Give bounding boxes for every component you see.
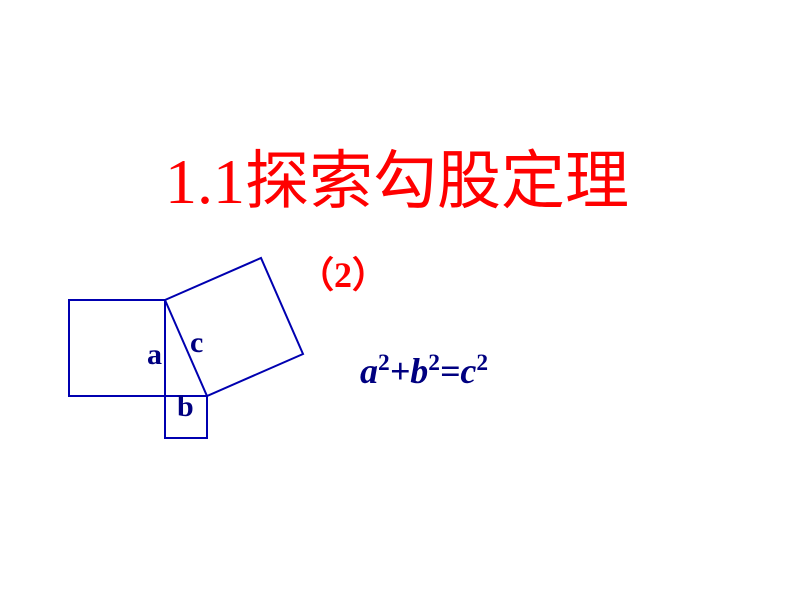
pythagorean-diagram: a b c	[35, 278, 315, 498]
pythagorean-formula: a2+b2=c2	[360, 350, 488, 392]
label-b: b	[177, 390, 194, 424]
label-a: a	[147, 338, 162, 372]
label-c: c	[190, 326, 203, 360]
square-c	[165, 258, 303, 396]
page-title: 1.1探索勾股定理	[0, 130, 794, 222]
squares-svg	[35, 278, 315, 498]
